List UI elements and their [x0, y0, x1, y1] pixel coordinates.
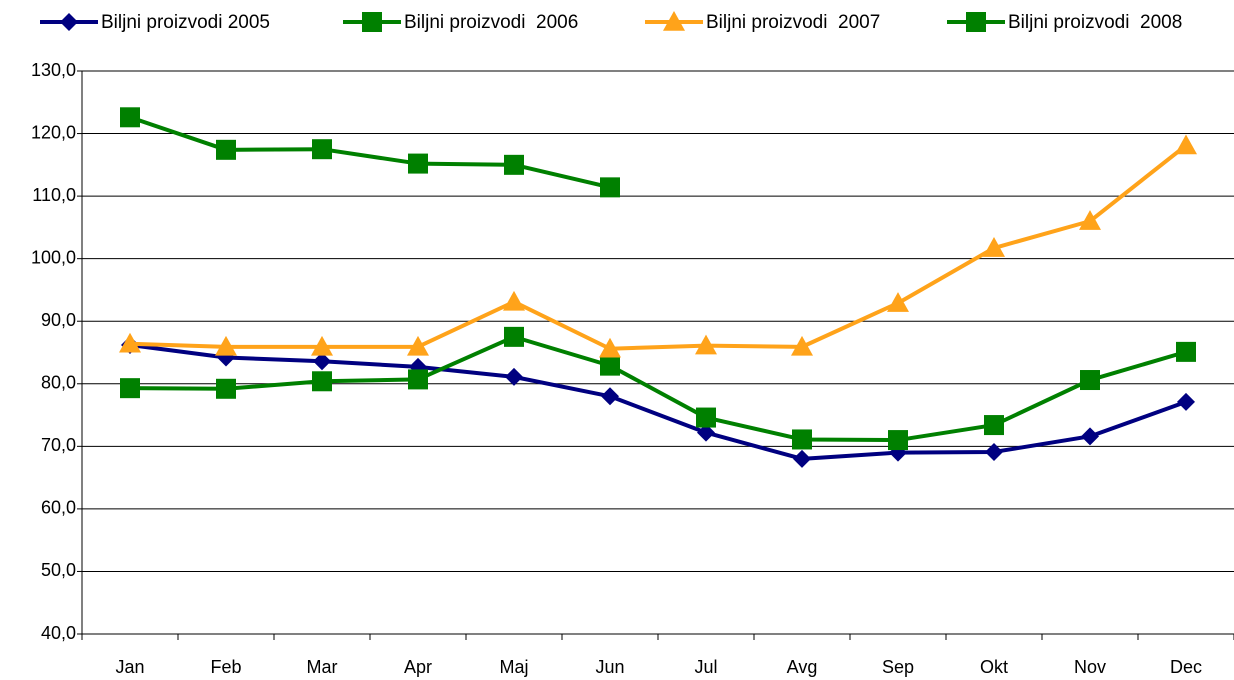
y-tick-label: 130,0 [31, 60, 76, 80]
legend-label: Biljni proizvodi 2005 [101, 12, 270, 33]
data-point [695, 334, 717, 355]
data-point [312, 139, 332, 160]
data-point [408, 153, 428, 174]
data-point [791, 335, 813, 356]
y-tick-label: 100,0 [31, 247, 76, 267]
y-tick-label: 120,0 [31, 122, 76, 142]
x-tick-label: Mar [307, 657, 338, 677]
data-point [312, 371, 332, 392]
legend-marker [60, 13, 78, 31]
data-point [696, 407, 716, 428]
data-point [216, 378, 236, 399]
x-tick-label: Jul [694, 657, 717, 677]
data-point [408, 369, 428, 390]
x-tick-label: Feb [210, 657, 241, 677]
data-point [407, 335, 429, 356]
data-point [311, 335, 333, 356]
y-tick-label: 90,0 [41, 310, 76, 330]
data-point [120, 378, 140, 399]
x-tick-label: Okt [980, 657, 1008, 677]
legend-marker [663, 11, 685, 31]
legend-marker [362, 12, 382, 32]
x-tick-label: Apr [404, 657, 432, 677]
data-point [888, 430, 908, 451]
data-point [504, 154, 524, 175]
x-tick-label: Avg [787, 657, 818, 677]
data-point [1081, 427, 1099, 446]
y-tick-label: 110,0 [32, 185, 76, 205]
x-tick-label: Sep [882, 657, 914, 677]
data-point [599, 337, 621, 358]
data-point [792, 429, 812, 450]
y-tick-label: 80,0 [41, 373, 76, 393]
data-point [503, 290, 525, 311]
y-tick-label: 40,0 [41, 623, 76, 643]
x-tick-label: Dec [1170, 657, 1202, 677]
data-point [313, 352, 331, 371]
x-tick-label: Jun [595, 657, 624, 677]
data-point [1175, 134, 1197, 155]
legend-marker [966, 12, 986, 32]
data-point [505, 367, 523, 386]
x-tick-label: Jan [115, 657, 144, 677]
x-tick-label: Nov [1074, 657, 1106, 677]
series-line [129, 343, 1187, 461]
data-point [983, 237, 1005, 257]
data-point [600, 355, 620, 376]
data-point [793, 449, 811, 468]
data-point [887, 292, 909, 312]
data-point [984, 415, 1004, 436]
legend-label: Biljni proizvodi 2008 [1008, 12, 1182, 33]
series-line [129, 334, 1187, 443]
legend-label: Biljni proizvodi 2006 [404, 12, 578, 33]
y-tick-label: 50,0 [41, 560, 76, 580]
data-point [697, 423, 715, 442]
y-tick-label: 70,0 [41, 435, 76, 455]
data-point [120, 107, 140, 128]
series-line [129, 115, 611, 190]
data-point [119, 332, 141, 353]
data-point [504, 326, 524, 347]
x-tick-label: Maj [499, 657, 528, 677]
data-point [215, 335, 237, 356]
data-point [1080, 370, 1100, 391]
y-tick-label: 60,0 [41, 498, 76, 518]
data-point [600, 177, 620, 198]
series-line [129, 143, 1188, 351]
data-point [1177, 392, 1195, 411]
data-point [985, 442, 1003, 461]
data-point [601, 387, 619, 406]
data-point [1176, 341, 1196, 362]
data-point [216, 139, 236, 160]
data-point [1079, 210, 1101, 230]
legend-label: Biljni proizvodi 2007 [706, 12, 880, 33]
